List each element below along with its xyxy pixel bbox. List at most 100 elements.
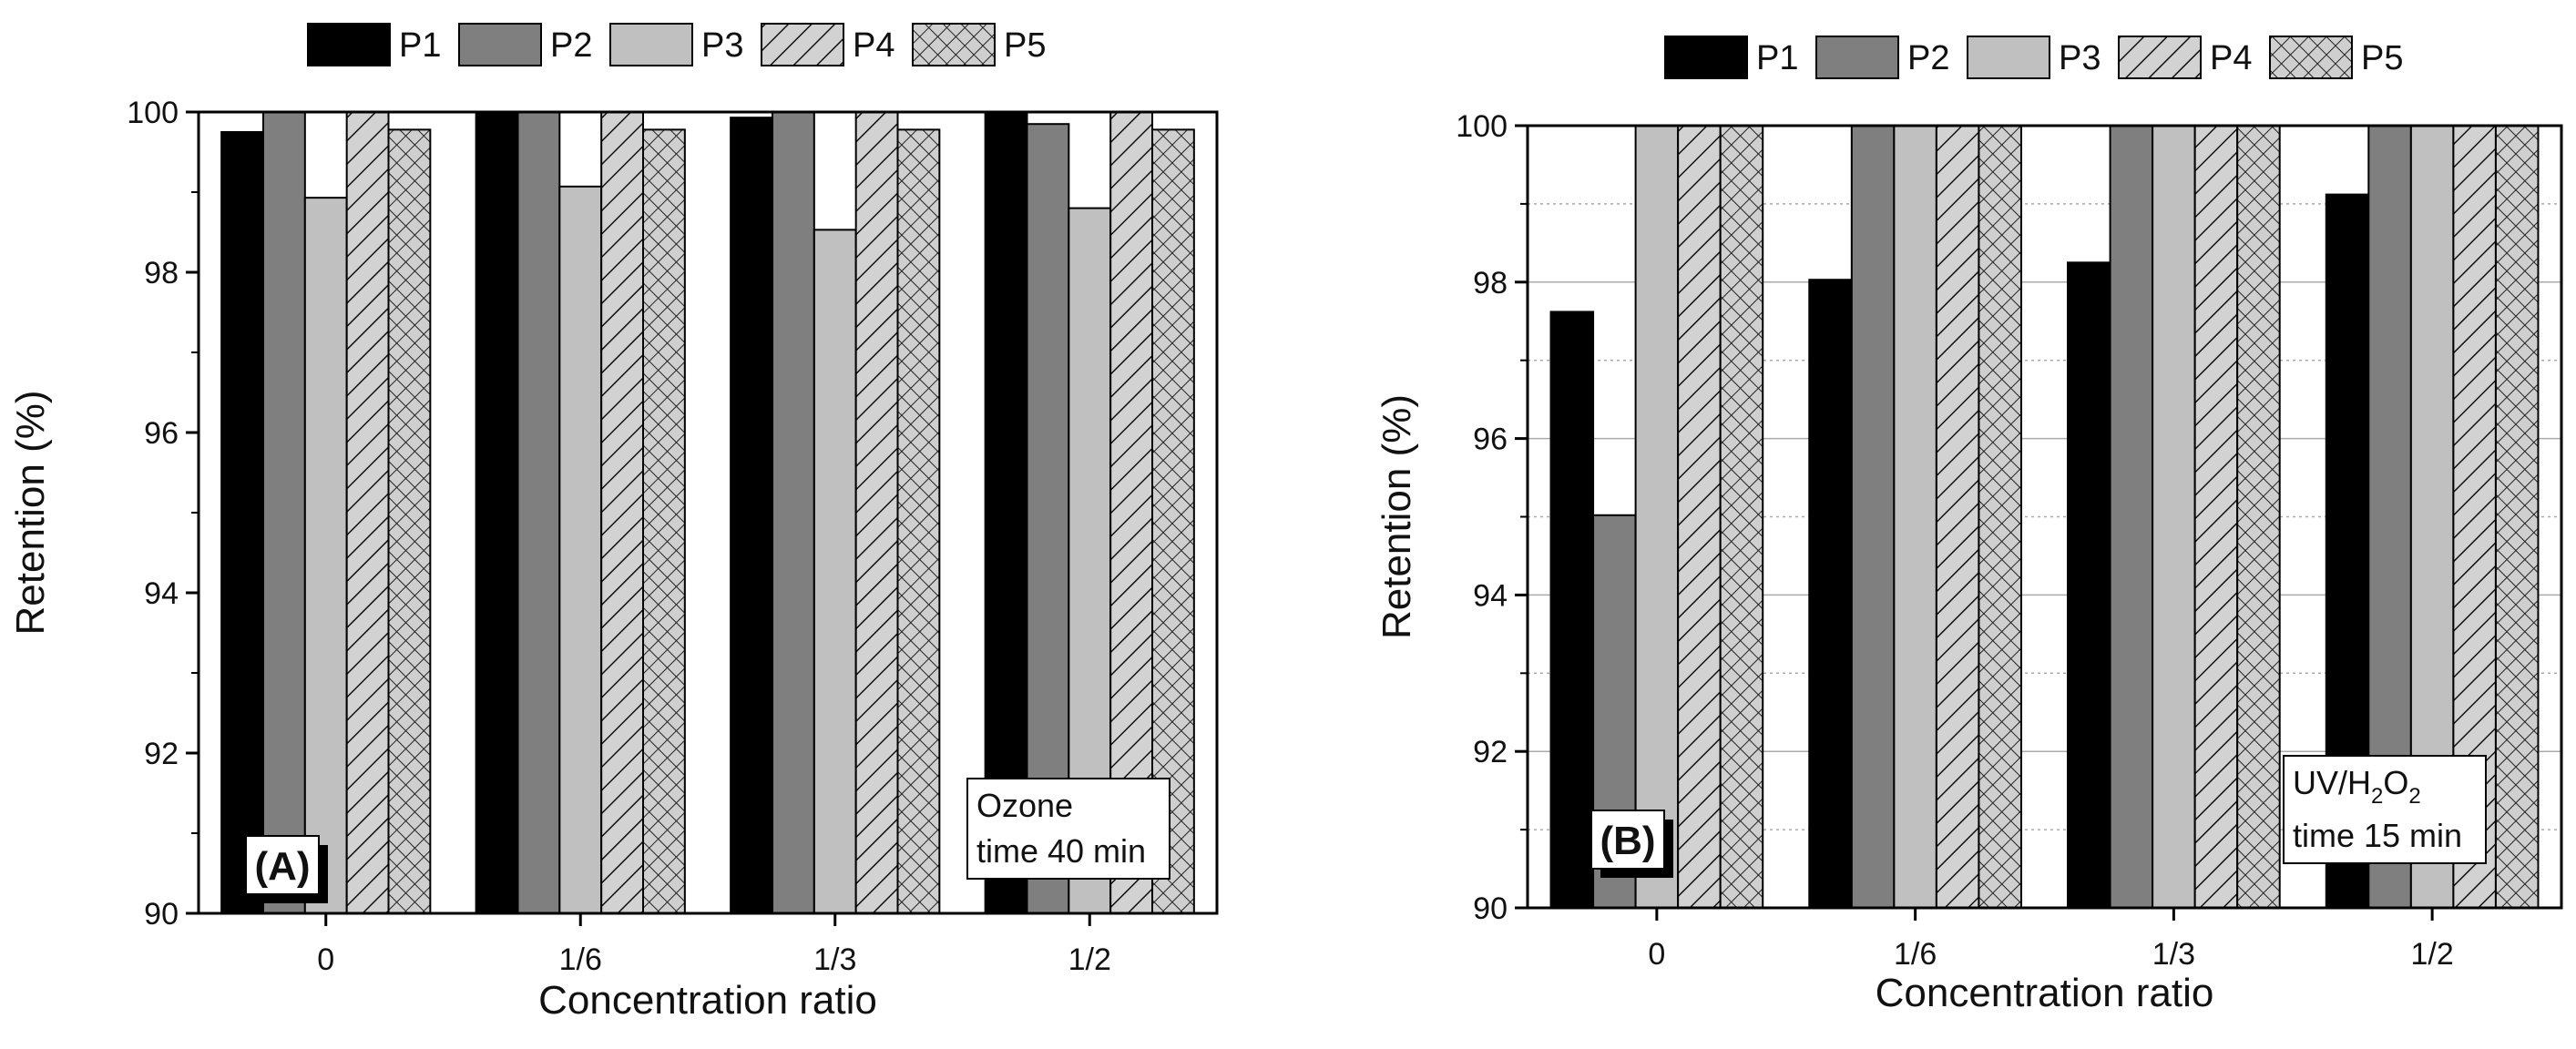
panel-label: (B) <box>1600 819 1655 863</box>
legend-swatch-p3 <box>1967 36 2050 79</box>
legend-label-p3: P3 <box>701 26 743 65</box>
legend-swatch-p2 <box>458 23 542 66</box>
y-tick-label: 96 <box>1473 423 1508 457</box>
legend-label-p4: P4 <box>2210 39 2252 77</box>
legend-label-p2: P2 <box>550 26 592 65</box>
x-axis-ticks: 0 1/6 1/3 1/2 <box>1648 908 2454 972</box>
panel-label-frame <box>1590 810 1665 870</box>
annotation-sub-2: 2 <box>2408 784 2420 809</box>
bar-p1-1 <box>475 111 519 914</box>
x-tick-label: 0 <box>1648 937 1665 972</box>
bar-p3-2 <box>813 229 857 915</box>
legend: P1 P2 P3 P4 P5 <box>307 23 1046 66</box>
y-tick-label: 96 <box>144 416 179 451</box>
x-tick-label: 0 <box>317 942 334 977</box>
legend-swatch-p3 <box>609 23 693 66</box>
bar-p5-2 <box>896 128 941 915</box>
annotation-line-1: Ozone <box>976 787 1073 824</box>
chart-panel-a: 90 92 94 96 98 100 0 1/6 1/3 1/2 Concentration r… <box>8 23 1219 1023</box>
legend-swatch-p4 <box>761 23 844 66</box>
annotation-line-1: UV/H2O2 <box>2293 764 2421 809</box>
bar-p5-1 <box>642 128 686 915</box>
x-tick-label: 1/2 <box>1068 942 1111 977</box>
legend-swatch-p2 <box>1815 36 1899 79</box>
y-tick-label: 92 <box>1473 735 1508 769</box>
x-tick-label: 1/6 <box>1894 937 1937 972</box>
y-tick-label: 94 <box>144 576 179 611</box>
x-tick-label: 1/3 <box>813 942 856 977</box>
annotation-uv-h: UV/H <box>2293 764 2371 801</box>
legend-label-p4: P4 <box>853 26 894 65</box>
bar-p3-1 <box>1893 125 1937 909</box>
y-axis-ticks: 90 92 94 96 98 100 <box>1456 109 1528 926</box>
bar-p1-2 <box>730 117 773 915</box>
bar-p2-2 <box>2109 125 2154 909</box>
annotation-box: Ozone time 40 min <box>966 778 1170 880</box>
x-tick-label: 1/3 <box>2152 937 2195 972</box>
panel-label-box: (A) <box>245 835 328 903</box>
legend-label-p1: P1 <box>399 26 441 65</box>
annotation-frame <box>2283 755 2487 864</box>
bar-p2-2 <box>771 111 815 914</box>
bar-p5-2 <box>2236 125 2281 909</box>
x-tick-label: 1/2 <box>2410 937 2453 972</box>
y-tick-label: 98 <box>144 256 179 290</box>
bar-p3-0 <box>303 197 348 915</box>
bar-p2-1 <box>1850 125 1896 909</box>
x-axis-ticks: 0 1/6 1/3 1/2 <box>317 913 1111 977</box>
legend-label-p3: P3 <box>2059 39 2101 77</box>
bar-p2-1 <box>516 111 561 914</box>
x-axis-title: Concentration ratio <box>1876 971 2214 1015</box>
bar-p2-0 <box>261 111 306 914</box>
annotation-sub-1: 2 <box>2371 784 2383 809</box>
annotation-line-2: time 15 min <box>2293 817 2462 854</box>
bar-p3-1 <box>558 185 603 914</box>
legend-swatch-p5 <box>2269 36 2353 79</box>
bars <box>1549 125 2540 910</box>
y-tick-label: 98 <box>1473 266 1508 300</box>
bar-p5-0 <box>387 128 432 915</box>
annotation-frame <box>966 778 1170 880</box>
bar-p4-2 <box>854 111 899 914</box>
bar-p5-0 <box>1719 125 1764 909</box>
bar-p4-0 <box>345 111 390 914</box>
y-axis-title: Retention (%) <box>1375 394 1419 639</box>
bar-p3-2 <box>2152 125 2196 909</box>
legend: P1 P2 P3 P4 P5 <box>1664 36 2403 79</box>
y-tick-label: 100 <box>127 96 179 130</box>
bar-p1-0 <box>1549 311 1595 909</box>
bar-p4-0 <box>1677 125 1722 909</box>
bar-p1-0 <box>220 131 264 914</box>
bar-p5-3 <box>2494 125 2540 909</box>
legend-swatch-p1 <box>307 23 391 66</box>
bar-p4-2 <box>2193 125 2239 909</box>
y-tick-label: 90 <box>144 897 179 932</box>
annotation-o: O <box>2383 764 2408 801</box>
bar-p5-1 <box>1978 125 2022 909</box>
panel-label: (A) <box>254 844 310 889</box>
y-tick-label: 92 <box>144 737 179 771</box>
y-axis-ticks: 90 92 94 96 98 100 <box>127 96 199 932</box>
bar-p4-1 <box>1935 125 1980 909</box>
legend-label-p2: P2 <box>1907 39 1949 77</box>
y-tick-label: 94 <box>1473 578 1508 613</box>
annotation-box: UV/H2O2 time 15 min <box>2283 755 2487 864</box>
bar-p4-1 <box>600 111 645 914</box>
bar-p1-2 <box>2067 261 2111 909</box>
panel-label-box: (B) <box>1590 810 1673 878</box>
annotation-line-2: time 40 min <box>976 832 1146 870</box>
y-axis-title: Retention (%) <box>8 390 53 635</box>
legend-label-p5: P5 <box>1004 26 1046 65</box>
x-tick-label: 1/6 <box>559 942 602 977</box>
legend-swatch-p1 <box>1664 36 1748 79</box>
x-axis-title: Concentration ratio <box>538 978 877 1023</box>
legend-label-p5: P5 <box>2361 39 2403 77</box>
y-tick-label: 100 <box>1456 109 1508 144</box>
legend-swatch-p5 <box>912 23 996 66</box>
bar-p1-1 <box>1808 279 1853 909</box>
legend-label-p1: P1 <box>1756 39 1798 77</box>
chart-panel-b: 90 92 94 96 98 100 0 1/6 1/3 1/2 Concentration r… <box>1375 36 2563 1015</box>
panel-label-frame <box>245 835 320 895</box>
bar-p3-0 <box>1634 125 1680 909</box>
